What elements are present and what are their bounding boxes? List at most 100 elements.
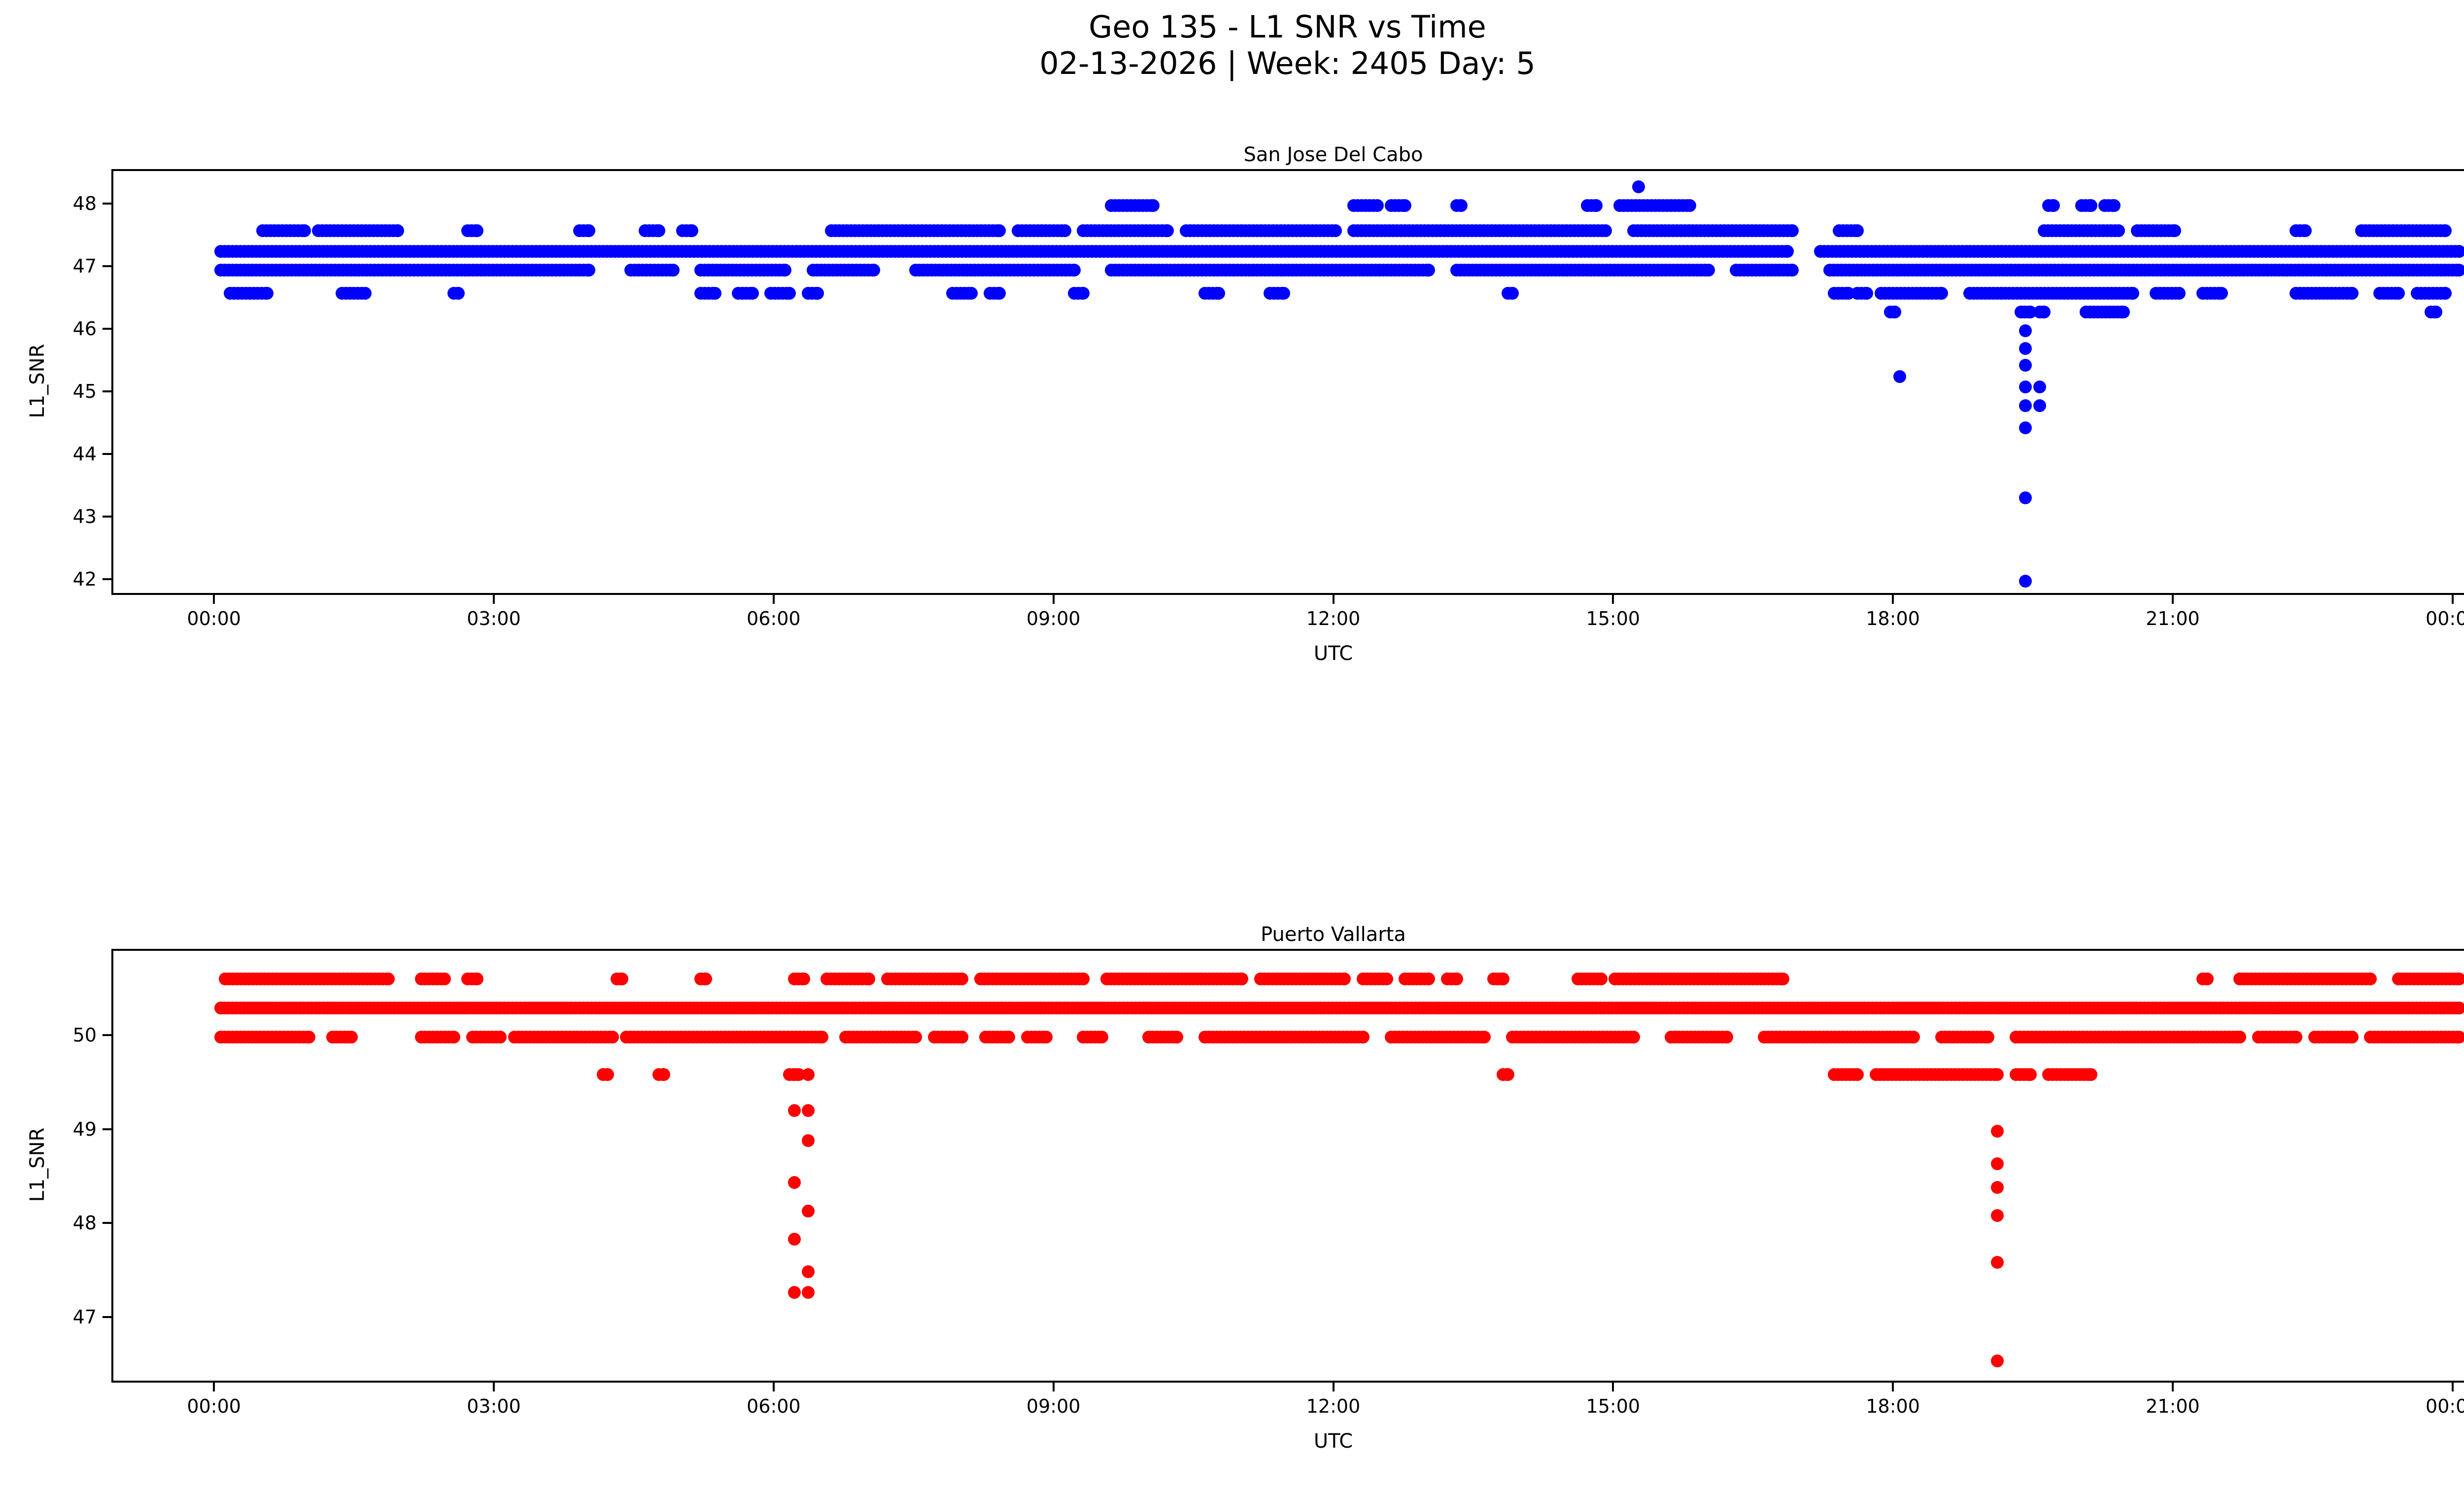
data-point: [802, 1134, 815, 1147]
data-point: [1785, 224, 1799, 237]
data-point: [666, 263, 680, 277]
data-point: [1077, 286, 1090, 300]
data-point: [2019, 358, 2032, 372]
data-point: [1170, 1031, 1183, 1044]
y-axis-tick: [103, 1222, 111, 1224]
data-point: [2019, 399, 2032, 413]
data-point: [2453, 263, 2464, 277]
data-point: [1777, 973, 1790, 986]
data-point: [1077, 973, 1090, 986]
data-point: [802, 1068, 815, 1081]
y-axis-tick: [103, 202, 111, 205]
data-point: [2084, 199, 2097, 212]
data-point: [993, 286, 1006, 300]
data-point: [1455, 199, 1468, 212]
data-point: [1991, 1209, 2004, 1222]
data-point: [783, 286, 796, 300]
y-axis-tick-label: 50: [72, 1024, 97, 1046]
data-point: [2117, 305, 2130, 318]
data-point: [2019, 491, 2032, 505]
y-axis-tick: [103, 1034, 111, 1037]
x-axis-tick-label: 15:00: [1586, 1395, 1641, 1417]
data-point: [1497, 973, 1510, 986]
data-point: [1594, 973, 1608, 986]
data-point: [1501, 1068, 1514, 1081]
y-axis-tick: [103, 328, 111, 330]
x-axis-tick: [1332, 1383, 1335, 1391]
subplot-san-jose-del-cabo: San Jose Del Cabo: [111, 143, 2464, 595]
x-axis-tick: [213, 595, 215, 604]
data-point: [802, 1265, 815, 1279]
x-axis-tick-label: 03:00: [467, 1395, 521, 1417]
data-point: [1212, 286, 1225, 300]
x-axis-tick: [493, 1383, 495, 1391]
data-point: [867, 263, 880, 277]
data-point: [1147, 199, 1160, 212]
data-point: [1277, 286, 1291, 300]
x-axis-tick: [1052, 595, 1055, 604]
data-point: [2298, 224, 2312, 237]
x-axis-tick: [2451, 1383, 2454, 1391]
data-point: [787, 1232, 801, 1246]
data-point: [1860, 286, 1874, 300]
data-point: [1851, 1068, 1864, 1081]
data-point: [2033, 399, 2046, 413]
x-axis-tick: [2171, 595, 2174, 604]
data-point: [344, 1031, 358, 1044]
data-point: [2290, 1031, 2303, 1044]
data-point: [1781, 244, 1794, 258]
data-point: [2047, 199, 2060, 212]
data-point: [1991, 1157, 2004, 1171]
data-point: [1991, 1181, 2004, 1194]
data-point: [582, 263, 596, 277]
y-axis-tick: [103, 1316, 111, 1318]
data-point: [582, 224, 596, 237]
data-point: [391, 224, 405, 237]
subplot-title-0: San Jose Del Cabo: [1243, 143, 1423, 166]
data-point: [1785, 263, 1799, 277]
data-point: [2112, 224, 2125, 237]
y-axis-label: L1_SNR: [26, 1127, 49, 1202]
data-point: [802, 1286, 815, 1299]
data-point: [2438, 224, 2452, 237]
data-point: [2453, 973, 2464, 986]
x-axis-tick: [1892, 1383, 1894, 1391]
data-point: [1058, 224, 1071, 237]
data-point: [1893, 370, 1906, 383]
data-point: [2453, 1031, 2464, 1044]
x-axis-tick-label: 12:00: [1306, 608, 1361, 629]
data-point: [1450, 973, 1463, 986]
data-point: [2168, 224, 2181, 237]
x-axis-tick-label: 00:00: [2426, 608, 2464, 629]
data-point: [2429, 305, 2442, 318]
y-axis-tick-label: 48: [72, 1212, 97, 1234]
data-point: [787, 1176, 801, 1189]
x-axis-tick: [1332, 595, 1335, 604]
data-point: [956, 1031, 969, 1044]
data-point: [2019, 381, 2032, 394]
y-axis-tick-label: 46: [72, 318, 97, 340]
data-point: [1991, 1256, 2004, 1269]
data-point: [1702, 263, 1715, 277]
data-point: [787, 1286, 801, 1299]
data-point: [2345, 1031, 2359, 1044]
x-axis-tick-label: 06:00: [747, 608, 801, 629]
data-point: [471, 224, 484, 237]
y-axis-tick-label: 48: [72, 192, 97, 214]
data-point: [447, 1031, 460, 1044]
data-point: [303, 1031, 316, 1044]
data-point: [1683, 199, 1696, 212]
data-point: [438, 973, 451, 986]
y-axis-tick: [103, 516, 111, 518]
data-point: [452, 286, 465, 300]
y-axis-tick-label: 49: [72, 1118, 97, 1140]
data-point: [1422, 263, 1435, 277]
data-point: [606, 1031, 619, 1044]
data-point: [1095, 1031, 1109, 1044]
data-point: [816, 1031, 829, 1044]
data-point: [1720, 1031, 1734, 1044]
data-point: [956, 973, 969, 986]
data-point: [1399, 199, 1412, 212]
y-axis-tick: [103, 578, 111, 581]
data-point: [1991, 1124, 2004, 1138]
